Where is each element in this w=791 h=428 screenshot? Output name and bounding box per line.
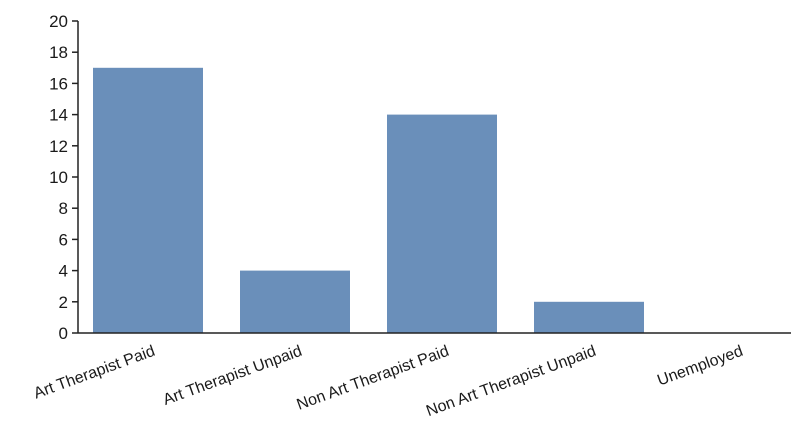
x-axis-labels: Art Therapist Paid Art Therapist Unpaid No… xyxy=(31,343,745,420)
x-category-label: Non Art Therapist Unpaid xyxy=(424,343,598,420)
bars xyxy=(93,67,644,334)
bar xyxy=(387,114,497,333)
x-category-label: Art Therapist Paid xyxy=(31,343,157,403)
y-axis-ticks: 0 2 4 6 8 10 12 14 16 18 20 xyxy=(49,12,78,343)
y-tick-label: 8 xyxy=(59,199,68,218)
y-tick-label: 6 xyxy=(59,230,68,249)
y-tick-label: 20 xyxy=(49,12,68,31)
y-tick-label: 10 xyxy=(49,168,68,187)
x-category-label: Art Therapist Unpaid xyxy=(161,343,304,409)
bar xyxy=(93,67,203,334)
y-tick-label: 14 xyxy=(49,106,68,125)
x-category-label: Unemployed xyxy=(655,343,745,390)
y-tick-label: 16 xyxy=(49,74,68,93)
bar xyxy=(534,301,644,333)
y-tick-label: 4 xyxy=(59,262,68,281)
y-tick-label: 0 xyxy=(59,324,68,343)
y-tick-label: 18 xyxy=(49,43,68,62)
y-tick-label: 2 xyxy=(59,293,68,312)
bar xyxy=(240,270,350,333)
y-tick-label: 12 xyxy=(49,137,68,156)
